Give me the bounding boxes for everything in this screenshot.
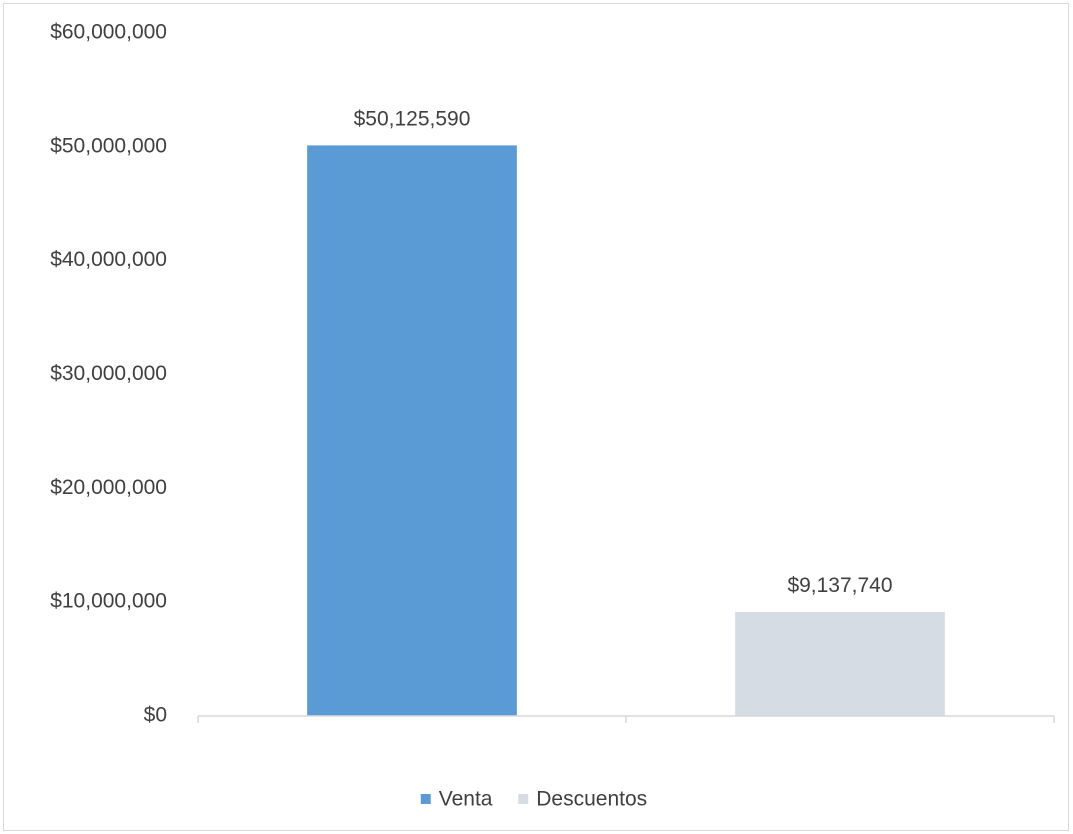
y-tick-label: $20,000,000 xyxy=(50,476,167,499)
y-axis-tick-labels: $0 $10,000,000 $20,000,000 $30,000,000 $40,0… xyxy=(50,21,167,727)
bar-venta xyxy=(307,145,517,717)
legend: Venta Descuentos xyxy=(420,788,647,811)
x-axis xyxy=(197,715,1055,723)
data-labels: $50,125,590 $9,137,740 xyxy=(354,107,893,597)
y-tick-label: $0 xyxy=(144,704,167,727)
legend-swatch-descuentos xyxy=(518,794,529,804)
y-tick-label: $10,000,000 xyxy=(50,590,167,613)
bars xyxy=(307,145,945,717)
y-tick-label: $60,000,000 xyxy=(50,21,167,44)
y-tick-label: $40,000,000 xyxy=(50,248,167,271)
y-tick-label: $30,000,000 xyxy=(50,362,167,385)
legend-label-venta: Venta xyxy=(439,788,493,811)
legend-label-descuentos: Descuentos xyxy=(536,788,647,811)
y-tick-label: $50,000,000 xyxy=(50,134,167,157)
legend-swatch-venta xyxy=(420,794,431,804)
data-label-venta: $50,125,590 xyxy=(354,107,471,130)
data-label-descuentos: $9,137,740 xyxy=(787,574,892,597)
bar-descuentos xyxy=(735,611,945,716)
